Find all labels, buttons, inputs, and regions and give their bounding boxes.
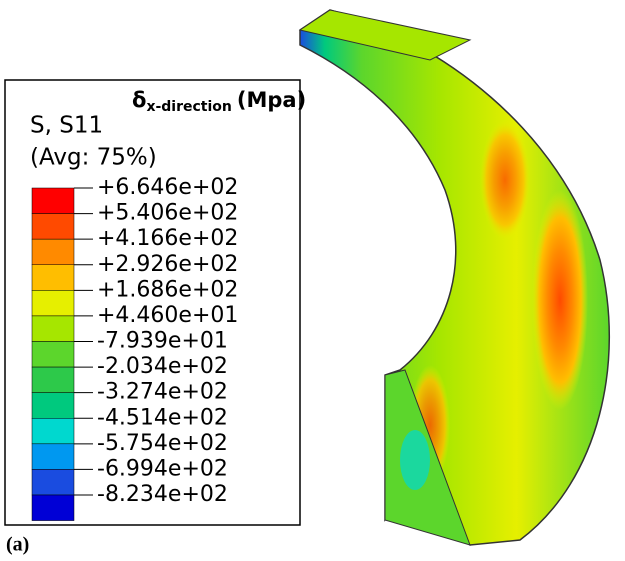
variable-name: S, S11 <box>30 113 103 139</box>
heading-unit: (Mpa) <box>237 88 306 112</box>
color-swatch <box>31 213 75 240</box>
legend-label: -7.939e+01 <box>97 329 228 354</box>
model <box>298 9 611 546</box>
color-swatch <box>31 443 75 470</box>
color-swatch <box>31 187 75 214</box>
legend-label: +2.926e+02 <box>97 252 238 277</box>
legend-label: +4.166e+02 <box>97 226 238 251</box>
legend-label: -8.234e+02 <box>97 482 228 507</box>
color-swatch <box>31 392 75 419</box>
averaging: (Avg: 75%) <box>30 145 157 171</box>
legend-label: +4.460e+01 <box>97 303 238 328</box>
legend-label: +6.646e+02 <box>97 175 238 200</box>
color-swatch <box>31 418 75 445</box>
legend-label: -4.514e+02 <box>97 405 228 430</box>
color-swatch <box>31 341 75 368</box>
color-swatch <box>31 469 75 496</box>
legend-label: -2.034e+02 <box>97 354 228 379</box>
color-swatch <box>31 315 75 342</box>
heading-subscript: x-direction <box>146 99 231 115</box>
legend-label: -6.994e+02 <box>97 456 228 481</box>
color-swatch <box>31 366 75 393</box>
heading-symbol: δ <box>132 88 146 112</box>
legend-heading: δx-direction (Mpa) <box>132 88 306 115</box>
legend-label: +5.406e+02 <box>97 201 238 226</box>
legend-label: +1.686e+02 <box>97 277 238 302</box>
color-swatch <box>31 264 75 291</box>
legend-label: -3.274e+02 <box>97 380 228 405</box>
color-swatch <box>31 238 75 266</box>
color-swatch <box>31 290 75 317</box>
legend-label: -5.754e+02 <box>97 431 228 456</box>
color-swatch <box>31 494 75 521</box>
panel-label: (a) <box>6 534 29 556</box>
